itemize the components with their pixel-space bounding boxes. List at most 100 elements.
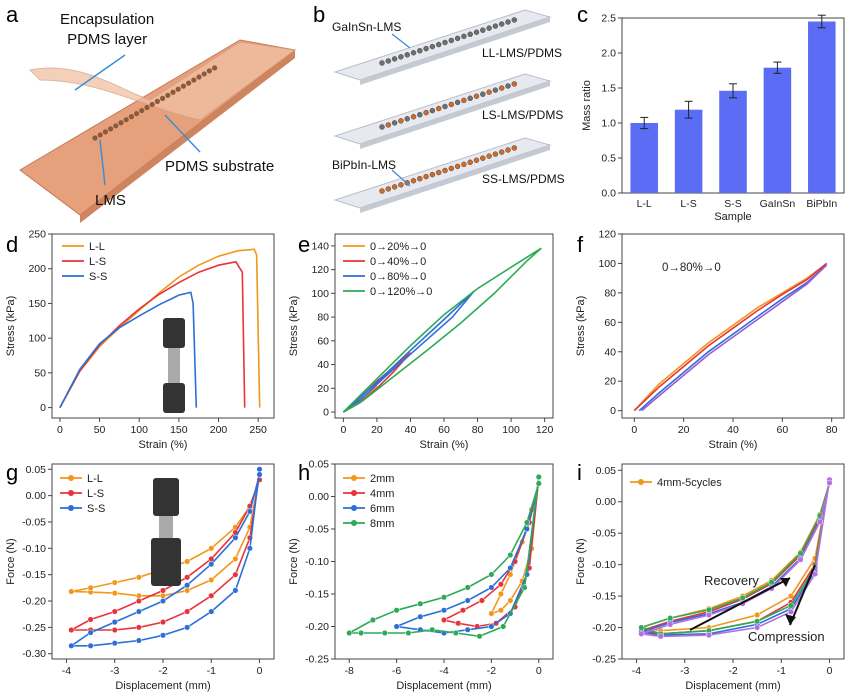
cycle-annotation: 0→80%→0: [662, 262, 721, 274]
data-point: [184, 558, 191, 565]
compression-clamp-illustration: [145, 478, 187, 588]
x-tick-label: -4: [62, 665, 71, 677]
data-point: [246, 545, 253, 552]
lms-bead: [180, 83, 186, 89]
series-line-3: [342, 247, 542, 413]
x-tick-label: 0: [340, 424, 346, 436]
lms-bead: [144, 104, 150, 111]
pdms-substrate-label: PDMS substrate: [165, 158, 275, 175]
legend-marker: [351, 520, 357, 526]
lms-bead: [102, 129, 108, 135]
lms-bead: [480, 91, 486, 97]
lms-bead: [391, 56, 398, 62]
legend-label: L-L: [89, 241, 105, 253]
data-point: [500, 623, 507, 630]
y-tick-label: 200: [28, 263, 46, 275]
bar-BiPbIn: [808, 21, 836, 193]
lms-bead: [454, 99, 461, 106]
data-point: [246, 508, 253, 515]
series-line-3: [641, 264, 828, 412]
data-point: [754, 618, 761, 625]
lms-bead: [191, 77, 197, 83]
data-point: [452, 629, 459, 637]
x-tick-label: -4: [632, 665, 641, 677]
lms-bead: [461, 33, 467, 40]
series-line-1: [633, 262, 828, 412]
lms-bead: [442, 39, 448, 46]
data-point: [184, 582, 191, 589]
x-tick-label: 60: [438, 424, 450, 436]
x-tick-label: 80: [472, 424, 484, 436]
lms-bead: [175, 86, 181, 92]
series-line-2: [641, 479, 831, 636]
data-point: [739, 594, 746, 602]
bipbln-label: BiPbIn-LMS: [332, 158, 397, 172]
x-tick-label: 0: [536, 665, 542, 677]
lms-bead: [404, 52, 410, 58]
lms-bead: [139, 107, 145, 114]
x-axis-label: Displacement (mm): [685, 680, 780, 692]
lms-bead: [498, 21, 505, 27]
data-point: [184, 608, 191, 615]
plot-frame: [51, 233, 275, 419]
x-tick-label: 200: [210, 424, 228, 436]
y-tick-label: -0.05: [592, 528, 616, 540]
data-point: [478, 597, 485, 604]
x-tick-label: -8: [345, 665, 354, 677]
x-tick-label: 0: [57, 424, 63, 436]
lms-bead: [128, 114, 134, 120]
lms-bead: [505, 19, 511, 25]
bar-L-S: [674, 109, 703, 193]
data-point: [787, 602, 794, 609]
data-point: [111, 626, 118, 634]
lms-bead: [448, 101, 455, 108]
data-point: [369, 616, 376, 624]
lms-bead: [92, 135, 98, 141]
data-point: [667, 615, 674, 622]
y-axis-label: Stress (kPa): [575, 296, 587, 357]
data-point: [488, 623, 495, 630]
data-point: [488, 610, 495, 617]
y-tick-label: 0.00: [26, 490, 47, 502]
lms-bead: [423, 45, 429, 52]
x-tick-label: -2: [728, 665, 737, 677]
x-tick-label: 20: [678, 424, 690, 436]
lms-bead: [467, 31, 473, 37]
data-point: [523, 519, 530, 526]
lms-line: [92, 65, 218, 141]
x-axis-label: Displacement (mm): [115, 680, 210, 692]
y-tick-label: 40: [317, 359, 329, 371]
data-point: [393, 607, 400, 614]
panel-label-h: h: [298, 460, 311, 485]
data-point: [754, 624, 761, 631]
y-tick-label: 80: [604, 287, 616, 299]
y-tick-label: -0.25: [592, 654, 616, 666]
data-point: [497, 607, 504, 614]
lms-bead: [410, 50, 417, 56]
data-point: [232, 555, 239, 562]
panel-label-f: f: [577, 232, 584, 257]
legend-label: 0→40%→0: [370, 256, 426, 268]
y-axis-label: Stress (kPa): [5, 296, 17, 357]
data-point: [507, 564, 514, 572]
x-tick-label: 40: [405, 424, 417, 436]
lms-bead: [429, 43, 436, 50]
data-point: [440, 607, 448, 614]
strip-edge: [360, 17, 550, 85]
lms-bead: [505, 147, 511, 153]
lms-bead: [417, 48, 423, 54]
data-point: [507, 597, 514, 604]
data-point: [535, 473, 542, 481]
series-line-2: [342, 290, 475, 413]
y-tick-label: 0.05: [26, 464, 47, 476]
legend-label: 0→20%→0: [370, 241, 426, 253]
bar-GaInSn: [763, 67, 792, 193]
data-point: [417, 613, 424, 620]
data-point: [507, 551, 514, 559]
compression-arrow: [789, 564, 816, 626]
y-tick-label: -0.25: [305, 654, 329, 666]
x-tick-label: BiPbIn: [806, 198, 837, 210]
lms-bead: [391, 120, 398, 126]
lms-bead: [379, 188, 385, 194]
